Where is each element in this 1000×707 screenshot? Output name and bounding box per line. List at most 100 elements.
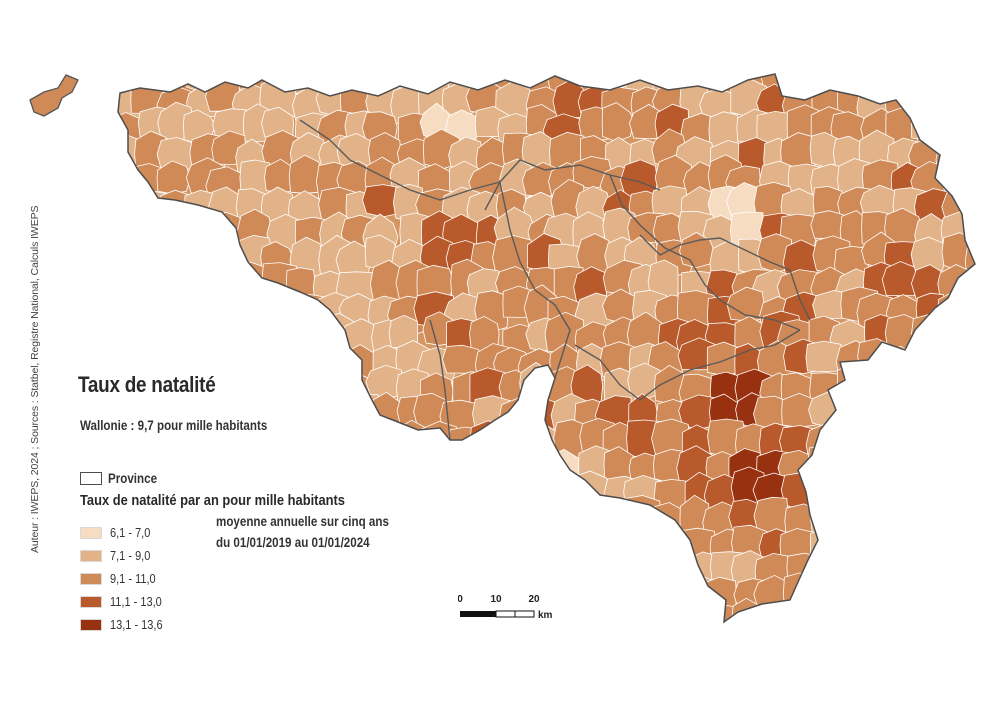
municipality-cell [443,503,486,536]
municipality-cell [118,190,148,227]
municipality-cell [942,554,975,591]
municipality-cell [367,529,403,562]
municipality-cell [264,344,307,380]
municipality-cell [830,416,871,451]
municipality-cell [910,236,947,274]
municipality-cell [857,635,897,668]
municipality-cell [601,102,634,142]
municipality-cell [969,84,975,125]
municipality-cell [159,322,202,361]
municipality-cell [447,449,487,489]
municipality-cell [552,499,586,538]
municipality-cell [550,549,589,597]
municipality-cell [118,267,148,306]
municipality-cell [187,439,227,483]
municipality-cell [212,314,252,348]
legend-item: 11,1 - 13,0 [80,590,170,613]
municipality-cell [939,398,975,437]
municipality-cell [189,295,229,328]
municipality-cell [810,472,846,517]
municipality-cell [608,504,645,542]
municipality-cell [856,373,894,407]
municipality-cell [965,494,975,536]
municipality-cell [650,552,688,584]
municipality-cell [397,440,433,484]
municipality-cell [625,547,664,589]
municipality-cell [912,392,957,433]
municipality-cell [808,606,842,622]
legend-title: Taux de natalité par an pour mille habit… [80,492,345,509]
municipality-cell [810,210,846,239]
municipality-cell [860,599,896,622]
municipality-cell [858,419,895,459]
municipality-cell [627,628,666,662]
municipality-cell [910,526,947,568]
municipality-cell [914,74,948,90]
municipality-cell [241,317,280,351]
municipality-cell [309,422,350,461]
municipality-cell [881,261,918,297]
municipality-cell [884,470,920,507]
municipality-cell [447,469,481,509]
municipality-cell [471,626,503,663]
municipality-cell [290,342,325,381]
municipality-cell [965,628,1000,671]
municipality-cell [960,468,975,512]
municipality-cell [964,370,975,402]
municipality-cell [212,445,252,485]
municipality-cell [417,604,446,622]
municipality-cell [440,528,482,560]
legend-swatch [80,618,102,631]
municipality-cell [832,574,865,612]
municipality-cell [967,391,975,431]
legend-note-line1: moyenne annuelle sur cinq ans [216,514,389,529]
scale-bar: 0 10 20 km [458,594,553,621]
municipality-cell [130,238,166,276]
municipality-cell [292,449,329,486]
municipality-cell [266,633,305,670]
municipality-cell [858,447,899,490]
municipality-cell [939,525,975,560]
legend-item: 6,1 - 7,0 [80,521,170,544]
legend-swatch [80,526,102,539]
municipality-cell [858,502,889,539]
municipality-cell [118,240,144,275]
municipality-cell [574,523,615,568]
municipality-cell [942,595,975,622]
scale-unit: km [538,610,553,621]
municipality-cell [840,74,877,97]
municipality-cell [630,573,674,608]
municipality-cell [781,392,819,428]
municipality-cell [159,241,202,276]
municipality-cell [290,320,320,361]
municipality-cell [470,472,513,512]
municipality-cell [263,580,308,621]
legend-classes: 6,1 - 7,0 7,1 - 9,0 9,1 - 11,0 11,1 - 13… [80,521,170,636]
municipality-cell [755,606,794,622]
municipality-cell [263,292,306,331]
municipality-cell [654,574,700,609]
legend-item: 13,1 - 13,6 [80,613,170,636]
municipality-cell [217,365,256,400]
municipality-cell [625,520,663,565]
municipality-cell [469,420,509,458]
municipality-cell [937,501,975,540]
municipality-cell [606,548,644,582]
municipality-cell [372,599,410,622]
province-legend: Province [80,471,165,486]
municipality-cell [864,580,900,610]
municipality-cell [963,598,975,622]
municipality-cell [499,627,527,664]
municipality-cell [578,550,621,581]
municipality-cell [944,582,975,615]
municipality-cell [416,524,449,567]
municipality-cell [809,547,844,587]
municipality-cell [914,473,948,513]
municipality-cell [311,401,353,441]
municipality-cell [336,442,370,481]
municipality-cell [367,474,400,510]
legend-swatch [80,549,102,562]
municipality-cell [495,497,536,539]
municipality-cell [880,414,921,453]
municipality-cell [889,629,924,660]
